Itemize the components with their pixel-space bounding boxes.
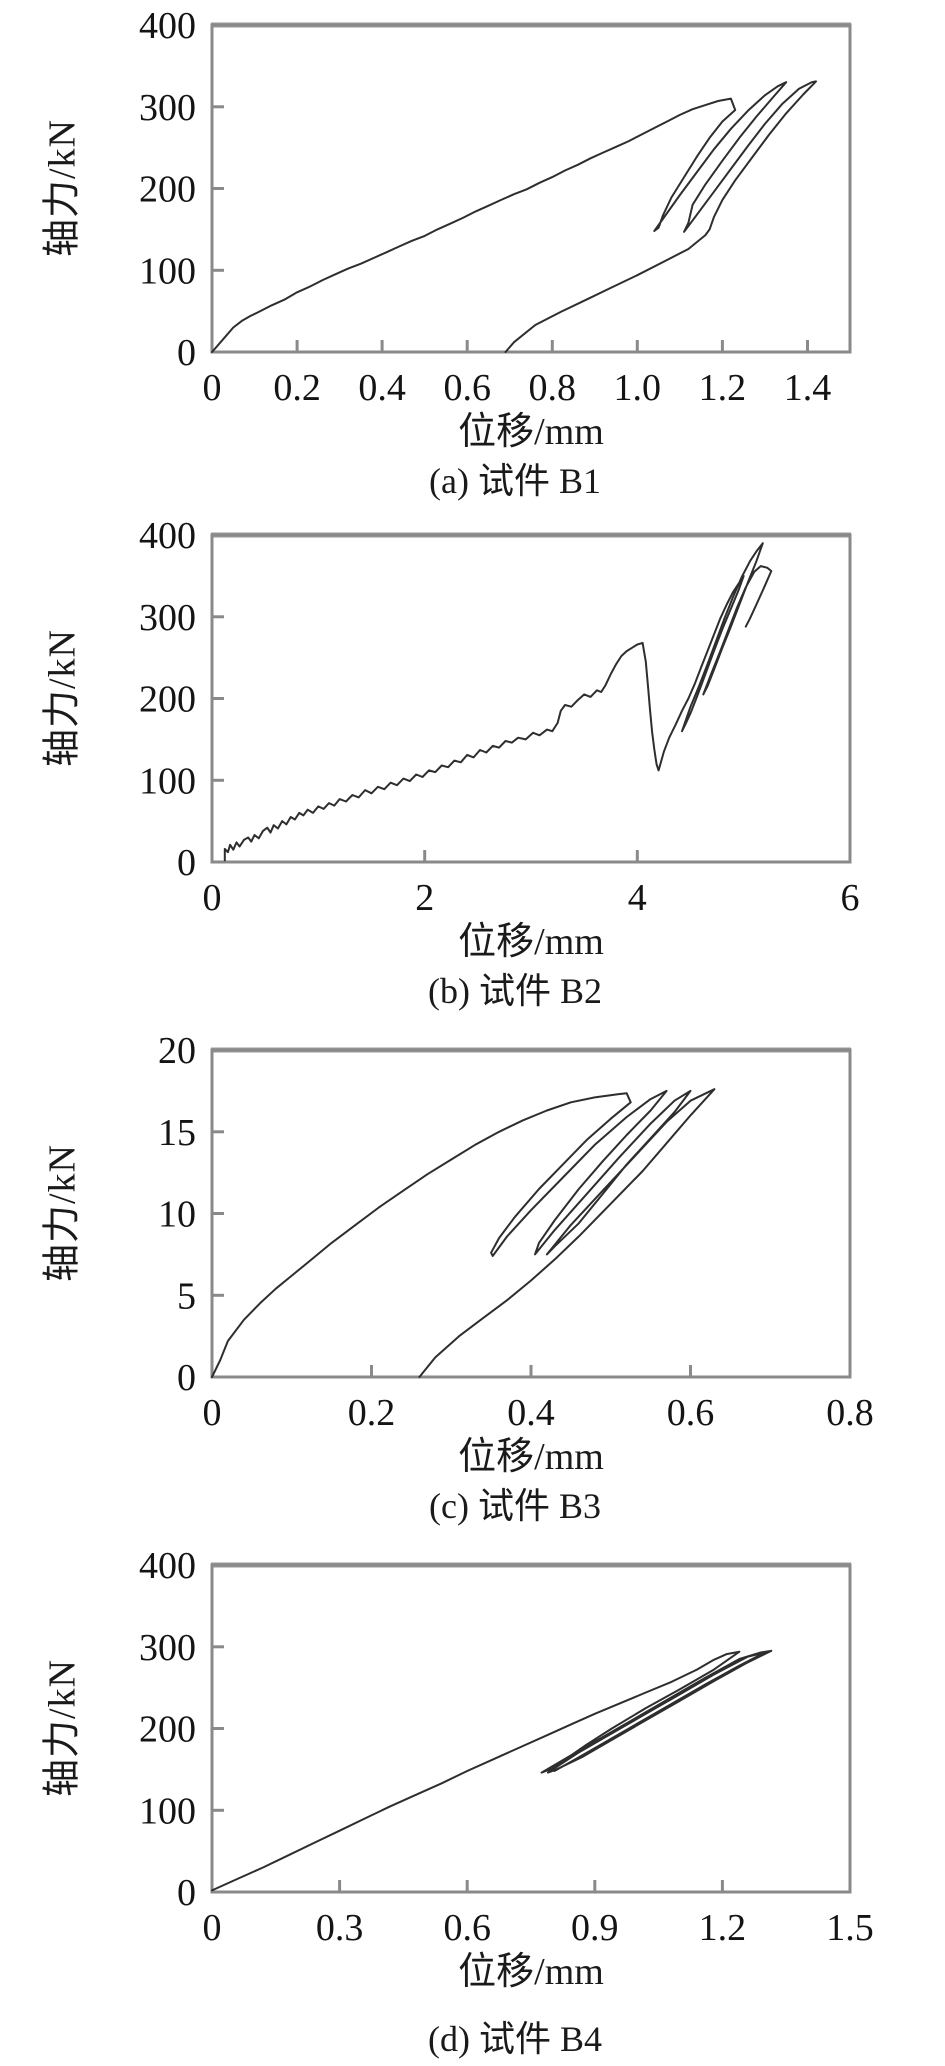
x-tick-label: 0.6 (443, 1907, 491, 1949)
y-axis-title: 轴力/kN (41, 1143, 84, 1283)
x-tick-label: 4 (628, 877, 647, 919)
x-tick-label: 0 (203, 877, 222, 919)
chart-caption: (c) 试件 B3 (429, 1486, 601, 1526)
y-tick-label: 0 (177, 1357, 196, 1399)
chart-caption: (b) 试件 B2 (428, 971, 602, 1011)
load-displacement-curve (211, 1649, 773, 1892)
chart-caption: (d) 试件 B4 (428, 2019, 602, 2059)
chart-panel-b: 0 2 4 6 0 100 200 300 400 轴力/kN 位移/mm (b) 试件 B2 (0, 510, 945, 1025)
x-tick-label: 0.4 (507, 1392, 555, 1434)
y-tick-label: 0 (177, 1872, 196, 1914)
chart-caption: (a) 试件 B1 (429, 461, 601, 501)
chart-panel-c: 0 0.2 0.4 0.6 0.8 0 5 10 15 20 轴力/kN 位移/mm (c) 试件… (0, 1025, 945, 1540)
x-tick-label: 0.4 (358, 367, 406, 409)
y-tick-label: 10 (158, 1194, 196, 1236)
x-tick-label: 0.9 (571, 1907, 619, 1949)
load-displacement-curve (211, 1088, 716, 1378)
x-tick-label: 0.8 (529, 367, 577, 409)
y-tick-label: 200 (139, 169, 196, 211)
y-tick-label: 100 (139, 760, 196, 802)
chart-panel-a: 0 0.2 0.4 0.6 0.8 1.0 1.2 1.4 0 100 200 300 400 轴力/k… (0, 0, 945, 510)
y-tick-label: 400 (139, 1545, 196, 1587)
plot-box (210, 1563, 852, 1894)
y-tick-label: 300 (139, 87, 196, 129)
y-tick-label: 100 (139, 250, 196, 292)
x-tick-label: 6 (841, 877, 860, 919)
y-tick-label: 300 (139, 597, 196, 639)
x-tick-label: 0.3 (316, 1907, 364, 1949)
y-axis-title: 轴力/kN (41, 628, 84, 768)
x-axis-title: 位移/mm (458, 921, 604, 963)
chart-panel-d: 0 0.3 0.6 0.9 1.2 1.5 0 100 200 300 400 轴力/kN 位移/m… (0, 1540, 945, 2066)
y-axis-title: 轴力/kN (41, 118, 84, 258)
x-tick-label: 0.6 (667, 1392, 715, 1434)
chart-svg-b4: 0 0.3 0.6 0.9 1.2 1.5 0 100 200 300 400 (139, 1545, 874, 1949)
x-tick-label: 0.2 (273, 367, 321, 409)
x-tick-label: 0 (203, 367, 222, 409)
x-tick-label: 1.5 (826, 1907, 874, 1949)
x-tick-label: 1.4 (784, 367, 832, 409)
plot-box (210, 533, 852, 864)
y-tick-label: 400 (139, 515, 196, 557)
plot-box (210, 23, 852, 354)
x-tick-label: 0 (203, 1392, 222, 1434)
load-displacement-curve (223, 542, 773, 862)
x-tick-label: 1.2 (699, 1907, 747, 1949)
x-tick-label: 0.8 (826, 1392, 874, 1434)
x-tick-label: 1.2 (699, 367, 747, 409)
x-tick-label: 0 (203, 1907, 222, 1949)
load-displacement-curve (211, 80, 817, 353)
x-tick-label: 0.6 (443, 367, 491, 409)
x-tick-label: 1.0 (614, 367, 662, 409)
y-tick-label: 200 (139, 679, 196, 721)
x-tick-label: 0.2 (348, 1392, 396, 1434)
y-tick-label: 5 (177, 1275, 196, 1317)
chart-svg-b1: 0 0.2 0.4 0.6 0.8 1.0 1.2 1.4 0 100 200 300 400 (139, 5, 852, 409)
y-tick-label: 200 (139, 1709, 196, 1751)
x-axis-title: 位移/mm (458, 1436, 604, 1478)
y-tick-label: 100 (139, 1790, 196, 1832)
y-axis-title: 轴力/kN (41, 1658, 84, 1798)
plot-box (210, 1048, 852, 1379)
y-tick-label: 0 (177, 842, 196, 884)
y-tick-label: 20 (158, 1030, 196, 1072)
x-axis-title: 位移/mm (458, 411, 604, 453)
y-tick-label: 15 (158, 1112, 196, 1154)
y-tick-label: 0 (177, 332, 196, 374)
y-tick-label: 300 (139, 1627, 196, 1669)
x-tick-label: 2 (415, 877, 434, 919)
x-axis-title: 位移/mm (458, 1951, 604, 1993)
y-tick-label: 400 (139, 5, 196, 47)
chart-svg-b3: 0 0.2 0.4 0.6 0.8 0 5 10 15 20 (158, 1030, 874, 1434)
chart-svg-b2: 0 2 4 6 0 100 200 300 400 (139, 515, 860, 919)
